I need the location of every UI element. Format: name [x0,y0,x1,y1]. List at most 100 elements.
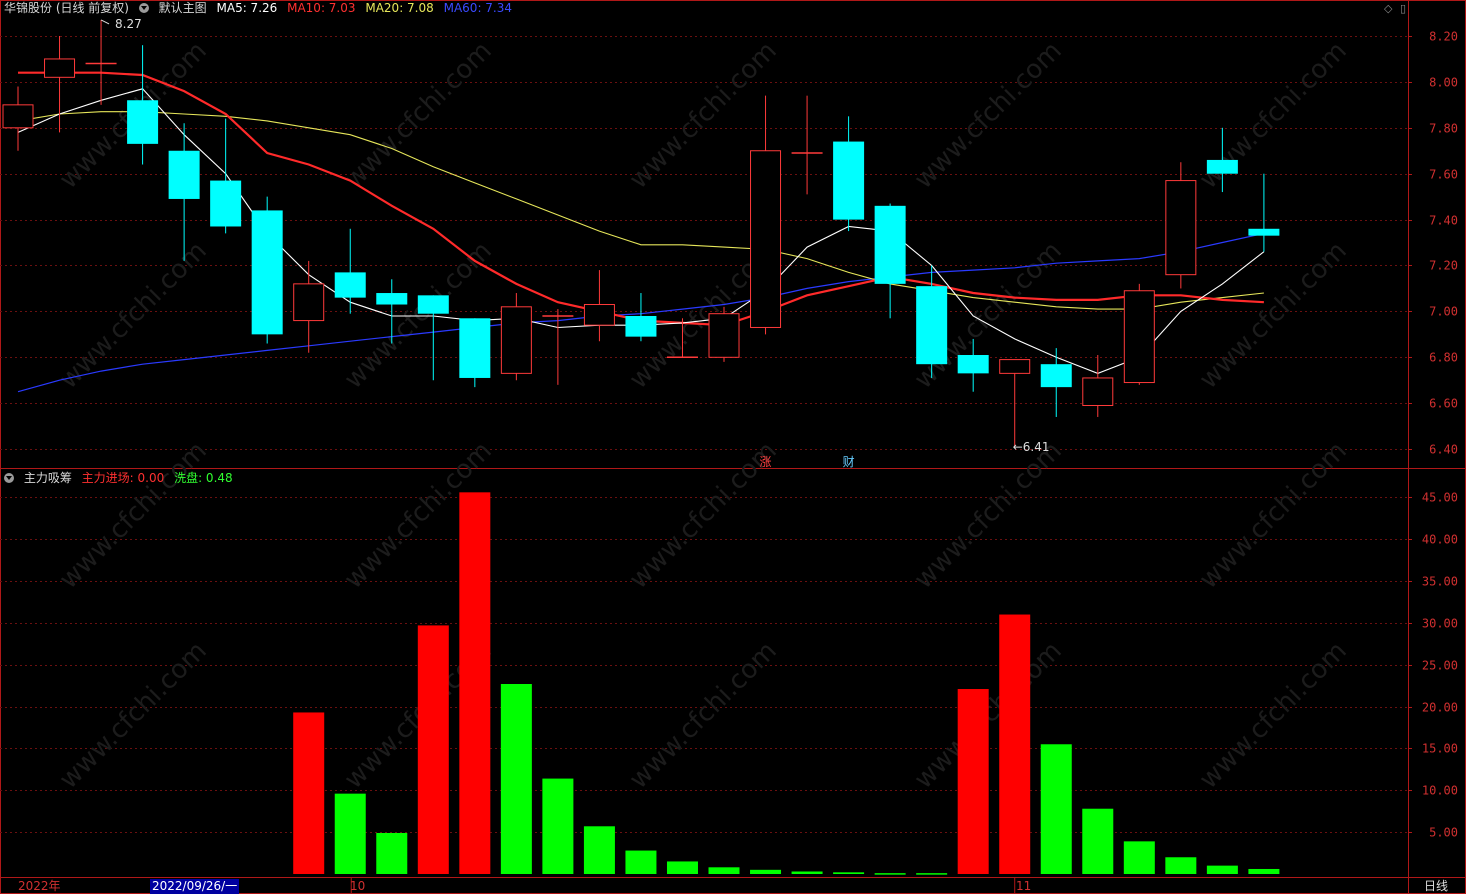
indicator-bar [708,867,740,874]
xipan-readout: 洗盘: 0.48 [174,471,233,485]
candle-body [210,180,242,227]
ma5-readout: MA5: 7.26 [216,1,278,15]
indicator-bar [583,826,615,874]
indicator-bar [999,614,1031,874]
watermark: www.cfchi.com [624,636,783,795]
candle-body [833,141,865,220]
candle-body [957,355,989,374]
main-ytick-label: 8.00 [1429,76,1458,90]
indicator-bar [874,873,906,875]
indicator-bar [1123,841,1155,874]
indicator-ytick-label: 35.00 [1422,575,1458,589]
watermark: www.cfchi.com [54,436,213,595]
indicator-ytick-label: 40.00 [1422,533,1458,547]
candle-body [251,210,283,335]
marker-zhang: 涨 [760,454,772,469]
main-ytick-label: 7.60 [1429,168,1458,182]
main-ytick-label: 7.00 [1429,305,1458,319]
ma10-line [18,71,1264,327]
indicator-bar [1206,865,1238,874]
ma60-readout: MA60: 7.34 [443,1,513,15]
candle-body [625,315,657,337]
indicator-bar [957,689,989,874]
indicator-bar [293,712,325,874]
indicator-bar [750,869,782,874]
ma10-readout: MA10: 7.03 [287,1,356,15]
main-chart-label[interactable]: 默认主图 [158,1,207,15]
candle-body [874,205,906,284]
indicator-ytick-label: 15.00 [1422,742,1458,756]
candle-body [293,283,325,322]
footer-date[interactable]: 2022/09/26/一 [150,879,240,894]
candle-body [1165,180,1197,276]
candle-body [750,150,782,328]
indicator-ytick-label: 30.00 [1422,617,1458,631]
candle-body [376,293,408,305]
candle-body [2,104,34,129]
window-controls: ◇ ▯ [1384,2,1406,15]
indicator-bar [1040,744,1072,874]
candle-body [168,150,200,199]
indicator-bar [417,625,449,874]
indicator-bar [1082,808,1114,874]
main-ytick-label: 6.80 [1429,351,1458,365]
diamond-icon[interactable]: ◇ [1383,2,1393,15]
indicator-bar [1248,868,1280,874]
candle-body [999,359,1031,374]
indicator-bar [1165,857,1197,874]
ma20-readout: MA20: 7.08 [365,1,434,15]
zhuli-readout: 主力进场: 0.00 [81,471,165,485]
indicator-bar [666,861,698,874]
ma20-line [17,111,1264,310]
footer-nov: 11 [1016,879,1032,893]
watermark: www.cfchi.com [1194,636,1353,795]
period-label[interactable]: 日线 [1424,879,1449,893]
dropdown-icon[interactable] [4,473,14,483]
candle-body [127,100,159,144]
candle-body [44,58,76,78]
candle-body [459,318,491,378]
candle-body [1248,228,1280,236]
candle-body [916,286,948,365]
indicator-bar [791,871,823,874]
indicator-ytick-label: 45.00 [1422,491,1458,505]
indicator-ytick-label: 20.00 [1422,701,1458,715]
candle-body [708,313,740,358]
watermark: www.cfchi.com [909,436,1068,595]
candle-body [417,295,449,314]
indicator-header: 主力吸筹 主力进场: 0.00 洗盘: 0.48 [4,470,239,486]
candle-body [1040,364,1072,388]
watermark: www.cfchi.com [54,236,213,395]
main-ytick-label: 6.60 [1429,397,1458,411]
marker-cai: 财 [843,455,855,469]
low-label: ←6.41 [1013,440,1050,454]
stock-title: 华锦股份 (日线 前复权) [4,1,129,15]
watermark: www.cfchi.com [1194,236,1353,395]
indicator-bar [500,684,532,874]
indicator-ytick-label: 25.00 [1422,659,1458,673]
candle-body [583,304,615,326]
indicator-name[interactable]: 主力吸筹 [23,471,72,485]
dropdown-icon[interactable] [138,3,149,13]
indicator-bar [916,873,948,875]
candle-body [334,272,366,298]
indicator-bar [334,793,366,874]
watermark: www.cfchi.com [54,636,213,795]
indicator-ytick-label: 5.00 [1429,826,1458,840]
square-icon[interactable]: ▯ [1399,2,1406,15]
high-pointer [100,19,110,25]
watermark: www.cfchi.com [909,36,1068,195]
main-ytick-label: 8.20 [1429,30,1458,44]
candle-body [1082,377,1114,406]
candle-body [1123,290,1155,384]
indicator-ytick-label: 10.00 [1422,784,1458,798]
indicator-bar [542,778,574,874]
high-label: 8.27 [115,17,142,31]
main-ytick-label: 7.40 [1429,214,1458,228]
main-chart-header: 华锦股份 (日线 前复权) 默认主图 MA5: 7.26 MA10: 7.03 … [4,0,518,16]
indicator-bar [459,492,491,874]
footer-year: 2022年 [18,879,61,893]
watermark: www.cfchi.com [339,36,498,195]
main-ytick-label: 7.80 [1429,122,1458,136]
